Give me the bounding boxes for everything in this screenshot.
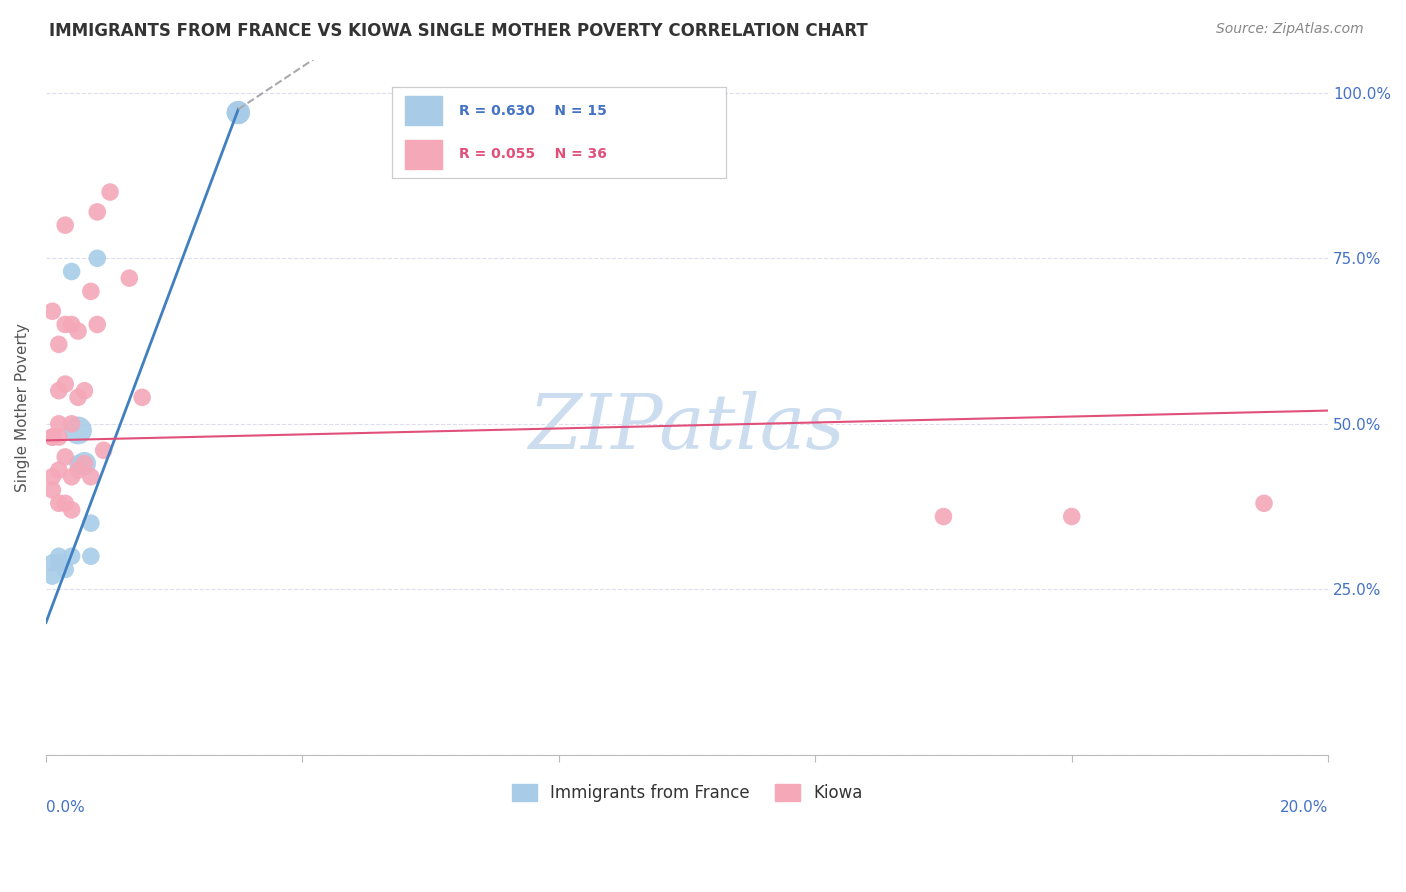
Point <box>48 549 70 564</box>
Point <box>60 503 83 517</box>
Point <box>73 457 96 471</box>
Point <box>1253 496 1275 510</box>
Point <box>41 569 63 583</box>
Point <box>48 556 70 570</box>
Point <box>48 384 70 398</box>
Point <box>48 496 70 510</box>
Point <box>66 463 89 477</box>
Point <box>226 105 249 120</box>
Point <box>41 483 63 497</box>
Point <box>60 549 83 564</box>
Point <box>93 443 115 458</box>
Point <box>80 516 103 530</box>
Point <box>53 496 76 510</box>
Point <box>41 430 63 444</box>
Point <box>53 218 76 232</box>
Point <box>932 509 955 524</box>
Text: IMMIGRANTS FROM FRANCE VS KIOWA SINGLE MOTHER POVERTY CORRELATION CHART: IMMIGRANTS FROM FRANCE VS KIOWA SINGLE M… <box>49 22 868 40</box>
Point <box>86 252 108 266</box>
Point <box>48 463 70 477</box>
Point <box>80 470 103 484</box>
Point <box>48 417 70 431</box>
Point <box>73 457 96 471</box>
Text: 20.0%: 20.0% <box>1279 800 1329 815</box>
Point <box>73 384 96 398</box>
Point <box>60 417 83 431</box>
Text: 0.0%: 0.0% <box>46 800 84 815</box>
Point <box>53 562 76 576</box>
Point <box>48 337 70 351</box>
Point <box>226 105 249 120</box>
Point <box>41 304 63 318</box>
Point <box>66 390 89 404</box>
Point <box>1060 509 1083 524</box>
Point <box>86 205 108 219</box>
Text: ZIPatlas: ZIPatlas <box>529 391 845 465</box>
Point <box>80 285 103 299</box>
Point <box>60 264 83 278</box>
Point <box>98 185 121 199</box>
Point <box>41 556 63 570</box>
Text: Source: ZipAtlas.com: Source: ZipAtlas.com <box>1216 22 1364 37</box>
Y-axis label: Single Mother Poverty: Single Mother Poverty <box>15 323 30 491</box>
Point <box>66 457 89 471</box>
Point <box>80 549 103 564</box>
Point <box>60 318 83 332</box>
Point <box>41 470 63 484</box>
Point <box>86 318 108 332</box>
Point <box>41 430 63 444</box>
Point <box>60 470 83 484</box>
Point <box>53 450 76 464</box>
Point <box>66 324 89 338</box>
Point <box>48 430 70 444</box>
Point <box>118 271 141 285</box>
Point <box>131 390 153 404</box>
Legend: Immigrants from France, Kiowa: Immigrants from France, Kiowa <box>505 778 869 809</box>
Point <box>53 377 76 392</box>
Point <box>53 318 76 332</box>
Point <box>66 424 89 438</box>
